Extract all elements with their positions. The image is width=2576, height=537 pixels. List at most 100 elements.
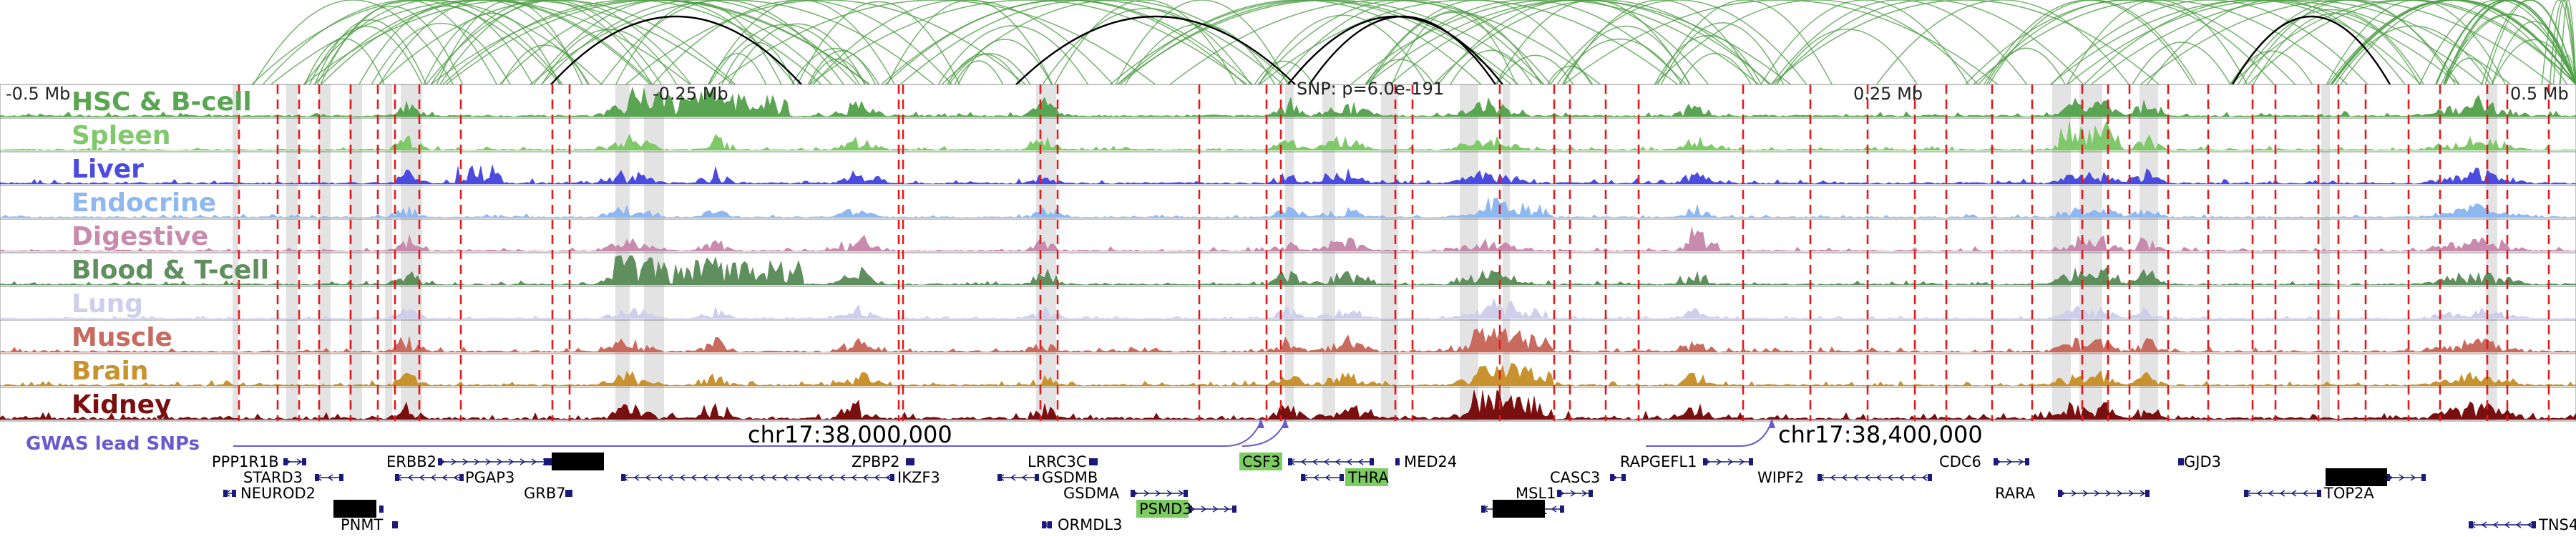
gene-lrrc3c[interactable]: LRRC3C [1028,453,1098,470]
exon [2145,490,2150,497]
strand-arrow [419,474,425,481]
exon [2421,474,2426,481]
gene-thra[interactable]: THRA [1301,468,1389,486]
gene-label: ERBB2 [386,453,436,470]
strand-arrow [1312,458,1318,465]
track-label: Brain [72,357,148,386]
strand-arrow [771,474,777,481]
strand-arrow [1921,474,1928,481]
strand-arrow [2128,490,2135,497]
interaction-arc [2541,0,2576,85]
strand-arrow [1313,474,1319,481]
gene-mien1[interactable]: MIEN1 [544,453,604,470]
gwas-marker [1257,418,1264,428]
gene-ppp1r1b[interactable]: PPP1R1B [212,453,306,470]
scale-labels: -0.5 Mb -0.25 Mb SNP: p=6.0e-191 0.25 Mb… [6,79,2569,104]
gene-igfbp4[interactable]: IGFBP4 [2326,468,2426,486]
gene-cdc6[interactable]: CDC6 [1939,453,2029,470]
interaction-arc [358,5,534,85]
scale-label-minus-quarter: -0.25 Mb [653,84,728,104]
gwas-marker [1768,418,1775,428]
gene-med24[interactable]: MED24 [1395,453,1457,470]
gene-neurod2[interactable]: NEUROD2 [223,485,316,502]
interaction-arc [1563,0,1999,85]
position-label: chr17:38,400,000 [1778,421,1983,448]
gene-rapgefl1[interactable]: RAPGEFL1 [1620,453,1753,470]
strand-arrow [531,458,537,465]
gene-gjd3[interactable]: GJD3 [2178,453,2221,470]
track-panel [0,84,2576,422]
strand-arrow [1995,458,2001,465]
strand-arrow [2268,490,2274,497]
gwas-marker [1282,418,1289,428]
signal-area [0,297,2576,319]
gene-ikzf3[interactable]: IKZF3 [621,469,940,486]
strong-interaction-arc [550,15,802,85]
gene-pnmt[interactable]: PNMT [341,516,398,533]
strand-arrow [1864,474,1870,481]
strand-arrow [519,458,526,465]
gene-zpbp2[interactable]: ZPBP2 [852,453,914,470]
interaction-arc [316,0,498,85]
interaction-arc [1760,0,1969,85]
interaction-arc [2326,0,2507,85]
gene-gsdma[interactable]: GSDMA [1063,485,1188,502]
gene-nr1d1[interactable]: NR1D1 [1481,500,1564,518]
exon [283,458,288,465]
gene-wipf2[interactable]: WIPF2 [1757,469,1932,486]
strand-arrow [725,474,731,481]
strand-arrow [1841,474,1848,481]
gene-gsdmb[interactable]: GSDMB [997,469,1098,486]
strand-arrow [1178,490,1184,497]
gene-stard3[interactable]: STARD3 [243,469,343,486]
gene-csf3[interactable]: CSF3 [1239,453,1374,470]
scale-label-plus-half: 0.5 Mb [2510,84,2569,104]
gene-msl1[interactable]: MSL1 [1516,485,1593,502]
strand-arrow [679,474,686,481]
interaction-arc [253,0,454,85]
interaction-arc [791,48,879,85]
gwas-connector [1646,420,1772,447]
gene-ormdl3[interactable]: ORMDL3 [1042,516,1122,533]
strand-arrow [656,474,663,481]
gene-pgap3[interactable]: PGAP3 [395,469,514,486]
gene-rara[interactable]: RARA [1995,485,2150,502]
strand-arrow [1224,505,1230,513]
strand-arrow [1289,458,1295,465]
interaction-arc [1770,0,2028,85]
gene-casc3[interactable]: CASC3 [1550,469,1626,486]
strand-arrow [1010,474,1016,481]
gene-grb7[interactable]: GRB7 [524,485,572,502]
exon [2178,458,2182,465]
gene-highlight-box [1136,500,1189,518]
gene-psmd3[interactable]: PSMD3 [1136,500,1236,518]
interaction-arc [2132,42,2231,85]
gwas-lead-snps: GWAS lead SNPs chr17:38,000,000 chr17:38,… [26,418,1983,455]
interaction-arc [1258,14,1428,85]
strand-arrow [2059,490,2066,497]
gene-tns4[interactable]: TNS4 [2469,516,2576,533]
exon [565,490,570,497]
gene-tcap[interactable]: TCAP [333,500,384,518]
strand-arrow [816,474,823,481]
interaction-arc [303,0,564,85]
strand-arrow [2492,521,2499,528]
exon [1610,474,1614,481]
gene-erbb2[interactable]: ERBB2 [386,453,551,470]
strand-arrow [296,458,303,465]
interaction-arc [441,0,822,85]
strand-arrow [1818,474,1825,481]
strand-arrow [1324,474,1331,481]
gene-top2a[interactable]: TOP2A [2244,485,2374,502]
strand-arrow [1143,490,1150,497]
exon [1994,458,1998,465]
gene-highlight-box [2326,468,2387,486]
exon [1557,490,1561,497]
interaction-arc [430,0,871,85]
signal-area [0,227,2576,252]
strand-arrow [462,458,469,465]
track-frame [0,387,2576,422]
strand-arrow [451,458,457,465]
interaction-arc [796,1,960,85]
